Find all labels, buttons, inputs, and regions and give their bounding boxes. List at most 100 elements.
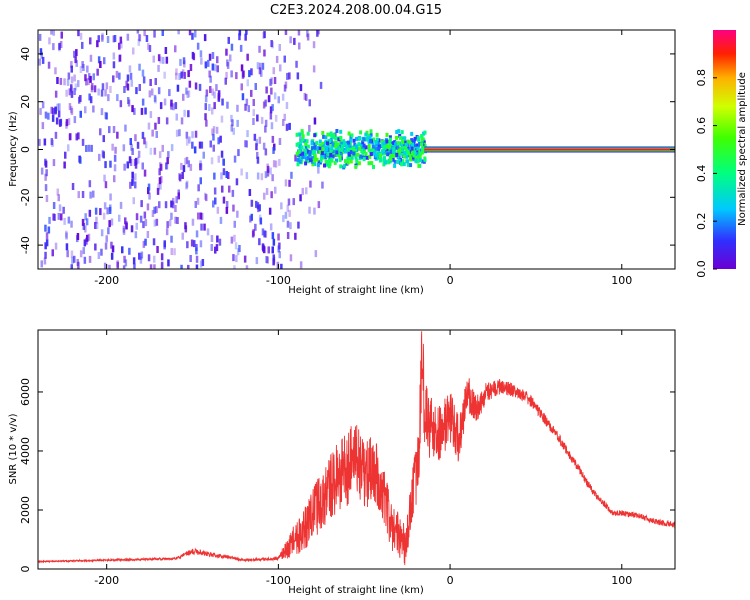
heatmap-cell (230, 236, 234, 244)
colorbar-gradient (713, 30, 736, 269)
heatmap-cell (364, 152, 368, 156)
heatmap-cell (45, 232, 49, 240)
heatmap-cell (290, 171, 293, 179)
heatmap-cell (136, 141, 140, 149)
heatmap-cell (70, 65, 73, 73)
heatmap-cell (417, 152, 420, 157)
heatmap-cell (331, 142, 335, 147)
heatmap-cell (252, 109, 255, 117)
heatmap-cell (395, 135, 398, 140)
heatmap-cell (339, 129, 343, 134)
heatmap-cell (93, 85, 97, 93)
heatmap-cell (51, 114, 55, 122)
heatmap-cell (299, 261, 303, 269)
heatmap-cell (339, 135, 343, 140)
heatmap-cell (132, 47, 135, 55)
heatmap-cell (315, 157, 319, 162)
heatmap-cell (214, 64, 217, 72)
heatmap-cell (165, 228, 169, 236)
heatmap-cell (391, 157, 395, 162)
heatmap-cell (130, 79, 133, 87)
heatmap-cell (101, 150, 105, 158)
heatmap-cell (402, 162, 406, 167)
heatmap-cell (123, 86, 126, 93)
heatmap-cell (99, 61, 102, 68)
heatmap-cell (160, 176, 163, 183)
heatmap-cell (45, 195, 49, 202)
heatmap-cell (261, 62, 265, 70)
heatmap-cell (115, 70, 119, 78)
heatmap-cell (405, 142, 409, 147)
heatmap-cell (400, 143, 404, 148)
heatmap-cell (41, 122, 45, 130)
heatmap-cell (79, 32, 83, 40)
heatmap-cell (65, 119, 69, 127)
heatmap-cell (176, 84, 180, 92)
heatmap-cell (335, 129, 339, 133)
heatmap-cell (81, 218, 85, 226)
heatmap-cell (327, 150, 331, 155)
heatmap-cell (411, 142, 414, 147)
heatmap-cell (164, 47, 168, 54)
heatmap-cell (70, 84, 73, 92)
heatmap-cell (345, 146, 349, 151)
heatmap-cell (70, 106, 73, 114)
heatmap-cell (211, 128, 214, 136)
heatmap-cell (73, 116, 77, 124)
heatmap-cell (271, 174, 274, 182)
heatmap-cell (209, 75, 212, 83)
heatmap-cell (212, 200, 215, 208)
heatmap-cell (201, 259, 205, 266)
heatmap-cell (167, 259, 170, 267)
heatmap-cell (123, 255, 126, 263)
heatmap-cell (222, 196, 226, 204)
heatmap-cell (109, 86, 112, 93)
heatmap-cell (153, 219, 157, 227)
heatmap-cell (416, 146, 420, 151)
heatmap-cell (185, 182, 188, 190)
heatmap-cell (180, 264, 183, 269)
heatmap-cell (355, 161, 359, 166)
heatmap-cell (108, 220, 111, 228)
heatmap-cell (337, 142, 340, 147)
heatmap-cell (410, 131, 414, 136)
heatmap-cell (204, 95, 208, 103)
heatmap-cell (301, 187, 304, 195)
heatmap-cell (298, 132, 302, 137)
heatmap-cell (102, 151, 105, 159)
heatmap-cell (372, 137, 376, 142)
heatmap-cell (264, 148, 268, 156)
heatmap-cell (75, 49, 78, 57)
heatmap-cell (191, 141, 194, 149)
heatmap-cell (194, 130, 198, 138)
heatmap-cell (73, 50, 76, 58)
heatmap-cell (321, 146, 325, 151)
heatmap-cell (112, 61, 116, 69)
heatmap-cell (280, 263, 283, 269)
heatmap-cell (222, 158, 225, 166)
heatmap-cell (89, 54, 93, 62)
heatmap-cell (65, 243, 69, 251)
heatmap-cell (176, 217, 179, 224)
heatmap-cell (109, 193, 112, 201)
heatmap-cell (131, 178, 134, 186)
heatmap-cell (181, 172, 184, 179)
heatmap-cell (86, 65, 89, 73)
heatmap-cell (358, 136, 361, 141)
heatmap-cell (230, 114, 233, 122)
heatmap-cell (232, 127, 235, 135)
heatmap-cell (113, 175, 116, 183)
heatmap-cell (43, 138, 47, 146)
heatmap-cell (144, 219, 148, 227)
heatmap-cell (298, 42, 301, 50)
heatmap-cell (63, 78, 66, 86)
heatmap-cell (309, 180, 312, 188)
heatmap-cell (188, 30, 192, 36)
heatmap-cell (95, 222, 99, 230)
heatmap-cell (81, 61, 84, 69)
heatmap-cell (40, 260, 43, 268)
heatmap-cell (85, 218, 89, 226)
heatmap-cell (119, 36, 123, 44)
heatmap-cell (52, 107, 55, 115)
heatmap-cell (371, 151, 375, 156)
